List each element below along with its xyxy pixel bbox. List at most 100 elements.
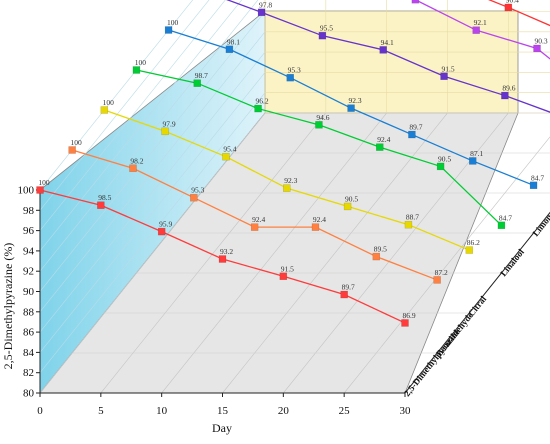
data-label: 94.6 xyxy=(316,113,329,122)
data-point xyxy=(498,222,505,229)
data-point xyxy=(315,121,322,128)
data-label: 91.5 xyxy=(281,264,294,273)
data-label: 95.5 xyxy=(320,24,333,33)
data-label: 89.6 xyxy=(502,84,515,93)
data-point xyxy=(129,165,136,172)
data-point xyxy=(469,157,476,164)
data-label: 84.7 xyxy=(499,213,512,222)
data-label: 100 xyxy=(71,138,83,147)
depth-tick-label: Citral xyxy=(466,294,489,319)
data-label: 97.8 xyxy=(259,0,272,9)
data-point xyxy=(37,187,44,194)
data-point xyxy=(255,105,262,112)
data-label: 100 xyxy=(38,178,50,187)
x-axis-title: Day xyxy=(212,421,232,435)
y-tick-label: 82 xyxy=(23,367,34,379)
data-label: 98.5 xyxy=(98,193,111,202)
data-point xyxy=(408,131,415,138)
y-tick-label: 80 xyxy=(23,388,35,400)
x-tick-label: 15 xyxy=(217,405,229,417)
data-label: 92.3 xyxy=(284,176,297,185)
y-tick-label: 98 xyxy=(23,205,35,217)
data-point xyxy=(319,32,326,39)
data-label: 95.3 xyxy=(288,66,301,75)
depth-tick-label: Limonene xyxy=(530,202,550,238)
data-label: 92.3 xyxy=(349,96,362,105)
data-point xyxy=(312,224,319,231)
y-tick-label: 84 xyxy=(23,347,35,359)
data-point xyxy=(162,128,169,135)
data-label: 89.7 xyxy=(342,283,355,292)
data-label: 90.5 xyxy=(438,154,451,163)
x-tick-label: 10 xyxy=(156,405,168,417)
data-label: 94.1 xyxy=(381,38,394,47)
data-point xyxy=(165,27,172,34)
data-point xyxy=(441,73,448,80)
data-point xyxy=(222,153,229,160)
data-point xyxy=(69,147,76,154)
data-label: 86.9 xyxy=(402,311,415,320)
data-point xyxy=(194,80,201,87)
data-point xyxy=(505,4,512,11)
data-point xyxy=(280,273,287,280)
data-label: 95.9 xyxy=(159,220,172,229)
data-point xyxy=(219,256,226,263)
data-label: 97.9 xyxy=(163,119,176,128)
data-label: 92.4 xyxy=(377,135,390,144)
data-label: 92.4 xyxy=(313,215,326,224)
data-point xyxy=(380,46,387,53)
x-tick-label: 25 xyxy=(339,405,351,417)
x-tick-label: 0 xyxy=(37,405,43,417)
y-tick-label: 94 xyxy=(23,245,35,257)
data-label: 84.7 xyxy=(531,173,544,182)
y-tick-label: 88 xyxy=(23,306,35,318)
data-point xyxy=(501,92,508,99)
data-point xyxy=(158,228,165,235)
data-point xyxy=(258,9,265,16)
data-point xyxy=(534,45,541,52)
y-tick-label: 86 xyxy=(23,327,35,339)
data-point xyxy=(437,163,444,170)
x-tick-label: 30 xyxy=(400,405,412,417)
data-label: 87.2 xyxy=(435,268,448,277)
data-label: 90.5 xyxy=(345,194,358,203)
data-point xyxy=(376,144,383,151)
data-label: 96.2 xyxy=(256,97,269,106)
data-point xyxy=(348,105,355,112)
data-label: 86.2 xyxy=(467,238,480,247)
data-label: 91.5 xyxy=(441,64,454,73)
y-tick-label: 100 xyxy=(18,185,35,197)
depth-tick-label: Linalool xyxy=(498,247,526,279)
data-label: 93.2 xyxy=(220,247,233,256)
data-label: 92.1 xyxy=(474,18,487,27)
data-point xyxy=(133,67,140,74)
data-label: 100 xyxy=(135,58,147,67)
data-point xyxy=(473,27,480,34)
y-tick-label: 96 xyxy=(23,225,35,237)
data-label: 90.3 xyxy=(534,36,547,45)
data-label: 92.4 xyxy=(252,215,265,224)
x-tick-label: 20 xyxy=(278,405,290,417)
data-label: 89.7 xyxy=(409,123,422,132)
y-tick-label: 92 xyxy=(23,266,34,278)
data-point xyxy=(226,46,233,53)
data-label: 100 xyxy=(167,18,179,27)
data-point xyxy=(190,194,197,201)
data-point xyxy=(251,224,258,231)
data-point xyxy=(287,74,294,81)
data-point xyxy=(97,202,104,209)
depth-tick-label: Benzaldehyde xyxy=(434,310,475,358)
data-point xyxy=(402,319,409,326)
data-label: 95.3 xyxy=(191,186,204,195)
data-point xyxy=(412,0,419,3)
data-label: 90.4 xyxy=(506,0,519,4)
data-label: 98.1 xyxy=(227,37,240,46)
y-axis-title: 2,5-Dimethylpyrazine (%) xyxy=(1,243,15,370)
data-label: 98.7 xyxy=(195,71,208,80)
x-tick-label: 5 xyxy=(98,405,104,417)
data-label: 98.2 xyxy=(130,156,143,165)
data-point xyxy=(101,107,108,114)
data-point xyxy=(405,221,412,228)
